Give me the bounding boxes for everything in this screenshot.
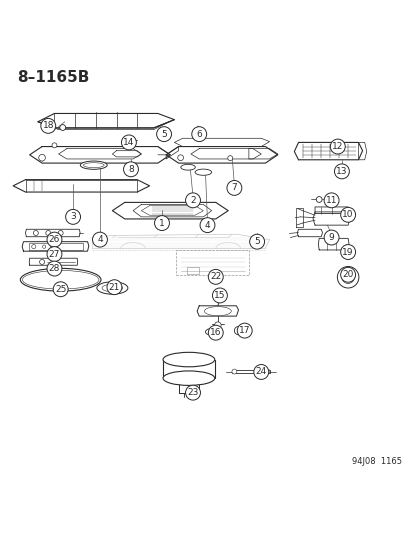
Ellipse shape (97, 282, 128, 294)
Circle shape (107, 280, 122, 295)
Ellipse shape (22, 270, 99, 289)
Circle shape (250, 234, 265, 249)
Text: 4: 4 (97, 235, 103, 244)
Text: 20: 20 (342, 270, 354, 279)
Circle shape (178, 155, 183, 160)
Circle shape (58, 230, 63, 236)
Text: 26: 26 (49, 235, 60, 244)
Circle shape (195, 129, 200, 134)
Text: 11: 11 (326, 196, 337, 205)
Circle shape (39, 260, 44, 264)
Text: 5: 5 (254, 237, 260, 246)
Circle shape (122, 135, 137, 150)
Text: 21: 21 (109, 282, 120, 292)
Circle shape (162, 128, 167, 133)
Circle shape (192, 127, 207, 142)
Circle shape (129, 144, 133, 148)
Circle shape (47, 232, 62, 247)
Text: 9: 9 (329, 233, 334, 242)
Ellipse shape (163, 371, 215, 385)
Circle shape (93, 232, 107, 247)
Text: 15: 15 (214, 291, 226, 300)
Circle shape (316, 197, 322, 203)
Circle shape (154, 216, 169, 230)
Circle shape (334, 164, 349, 179)
Circle shape (124, 162, 139, 177)
Circle shape (346, 275, 351, 280)
Text: 94J08  1165: 94J08 1165 (352, 457, 402, 466)
Circle shape (212, 288, 227, 303)
Text: 12: 12 (332, 142, 344, 151)
Circle shape (324, 193, 339, 208)
Circle shape (60, 125, 66, 131)
Text: 6: 6 (196, 130, 202, 139)
Text: 18: 18 (42, 122, 54, 131)
Circle shape (324, 230, 339, 245)
Text: 16: 16 (210, 328, 222, 337)
Circle shape (341, 245, 356, 260)
Circle shape (200, 217, 215, 232)
Text: 4: 4 (205, 221, 210, 230)
Circle shape (342, 271, 354, 284)
Circle shape (32, 245, 36, 249)
Ellipse shape (83, 163, 104, 168)
Text: 7: 7 (232, 183, 237, 192)
Text: 13: 13 (336, 167, 348, 176)
Circle shape (227, 181, 242, 196)
Ellipse shape (181, 164, 195, 170)
Text: 28: 28 (49, 264, 60, 273)
Text: 27: 27 (49, 249, 60, 259)
Circle shape (341, 207, 356, 222)
Circle shape (330, 139, 345, 154)
Text: 1: 1 (159, 219, 165, 228)
Circle shape (47, 247, 62, 262)
Ellipse shape (81, 161, 107, 169)
Circle shape (234, 327, 243, 335)
Circle shape (232, 369, 237, 374)
Circle shape (208, 269, 223, 284)
Text: 10: 10 (342, 211, 354, 219)
Circle shape (237, 323, 252, 338)
Ellipse shape (163, 352, 215, 367)
Text: 23: 23 (187, 388, 199, 397)
Ellipse shape (102, 284, 123, 292)
Ellipse shape (208, 330, 219, 334)
Circle shape (53, 282, 68, 297)
Circle shape (208, 325, 223, 340)
Text: 22: 22 (210, 272, 221, 281)
Ellipse shape (205, 328, 222, 336)
Text: 24: 24 (256, 367, 267, 376)
Circle shape (52, 143, 57, 148)
Circle shape (186, 385, 200, 400)
Text: 3: 3 (70, 212, 76, 221)
Text: 2: 2 (190, 196, 196, 205)
Text: 19: 19 (342, 247, 354, 256)
Text: 5: 5 (161, 130, 167, 139)
Ellipse shape (195, 169, 212, 175)
Circle shape (228, 156, 233, 160)
Circle shape (265, 369, 270, 374)
Circle shape (39, 155, 45, 161)
Circle shape (47, 261, 62, 276)
Circle shape (46, 230, 51, 236)
Circle shape (215, 322, 221, 328)
Circle shape (254, 365, 269, 379)
Circle shape (42, 245, 46, 248)
Circle shape (33, 230, 38, 236)
Text: 14: 14 (123, 138, 134, 147)
Text: 8–1165B: 8–1165B (17, 70, 90, 85)
Circle shape (156, 127, 171, 142)
Circle shape (341, 268, 356, 282)
Circle shape (337, 266, 359, 288)
Ellipse shape (20, 268, 101, 291)
Text: 25: 25 (55, 285, 66, 294)
Circle shape (41, 118, 56, 133)
Ellipse shape (205, 306, 231, 316)
Text: 17: 17 (239, 326, 251, 335)
Circle shape (186, 193, 200, 208)
Circle shape (66, 209, 81, 224)
Text: 8: 8 (128, 165, 134, 174)
